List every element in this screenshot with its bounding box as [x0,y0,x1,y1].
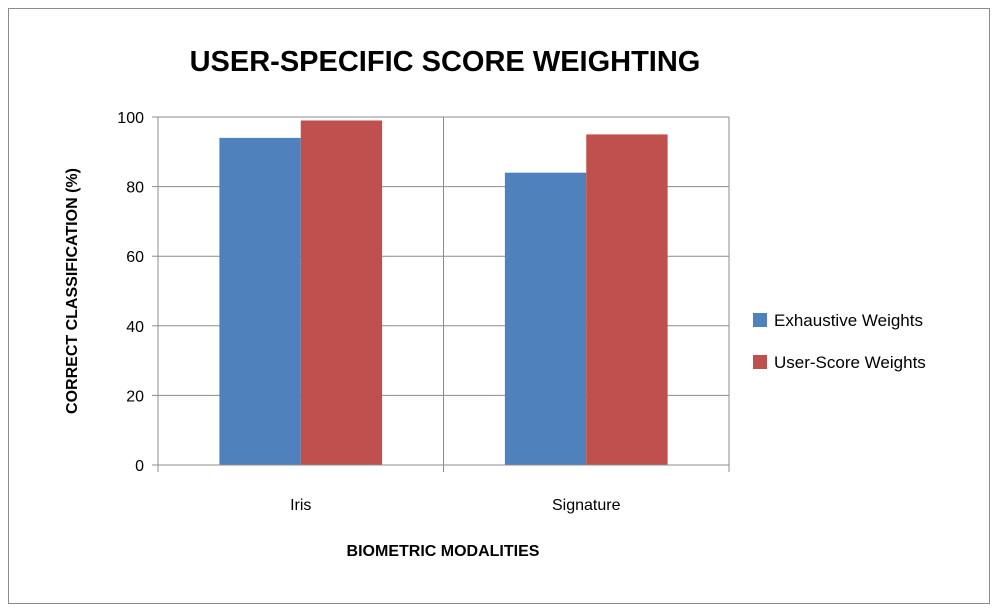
x-tick-labels: Iris Signature [290,497,621,514]
legend: Exhaustive Weights User-Score Weights [753,311,926,372]
bars [219,120,668,465]
bar-exhaustive-weights-signature [504,172,587,465]
y-tick-labels: 0 20 40 60 80 100 [117,110,144,475]
y-tick-label: 80 [126,180,144,197]
axes [152,116,729,472]
legend-label: Exhaustive Weights [774,311,923,330]
y-tick-label: 60 [126,249,144,266]
x-tick-label: Iris [290,497,311,514]
y-tick-label: 0 [135,458,144,475]
bar-exhaustive-weights-iris [219,137,301,465]
bar-user-score-weights-iris [300,120,383,465]
legend-swatch [753,355,767,369]
y-axis-title: CORRECT CLASSIFICATION (%) [64,168,81,414]
y-tick-label: 40 [126,319,144,336]
bar-user-score-weights-signature [586,134,668,465]
chart-frame [8,8,990,604]
legend-swatch [753,313,767,327]
x-axis-title: BIOMETRIC MODALITIES [347,543,540,560]
y-tick-label: 100 [117,110,144,127]
x-tick-label: Signature [552,497,621,514]
chart-title: USER-SPECIFIC SCORE WEIGHTING [190,46,701,78]
y-tick-label: 20 [126,388,144,405]
legend-label: User-Score Weights [774,353,926,372]
